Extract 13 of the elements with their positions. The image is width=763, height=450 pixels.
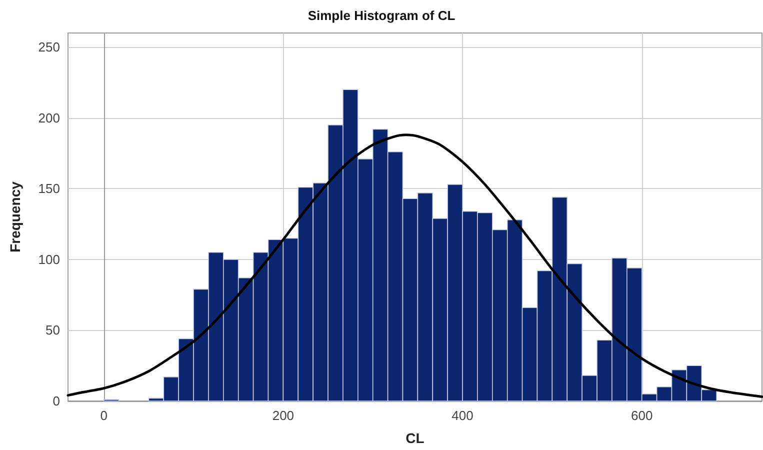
x-tick-label: 600 (631, 408, 653, 423)
y-tick-label: 200 (38, 110, 60, 126)
y-tick-label: 0 (52, 394, 60, 408)
y-tick-label: 100 (38, 252, 60, 267)
y-tick-label: 250 (38, 40, 60, 55)
x-tick-label: 0 (100, 408, 108, 423)
x-tick-label: 200 (272, 408, 294, 423)
chart-title: Simple Histogram of CL (308, 8, 456, 23)
x-tick-label: 400 (452, 408, 474, 423)
x-axis-title: CL (406, 430, 425, 446)
y-axis-title: Frequency (7, 181, 23, 252)
y-tick-label: 150 (38, 181, 60, 196)
y-tick-label: 50 (46, 322, 60, 338)
